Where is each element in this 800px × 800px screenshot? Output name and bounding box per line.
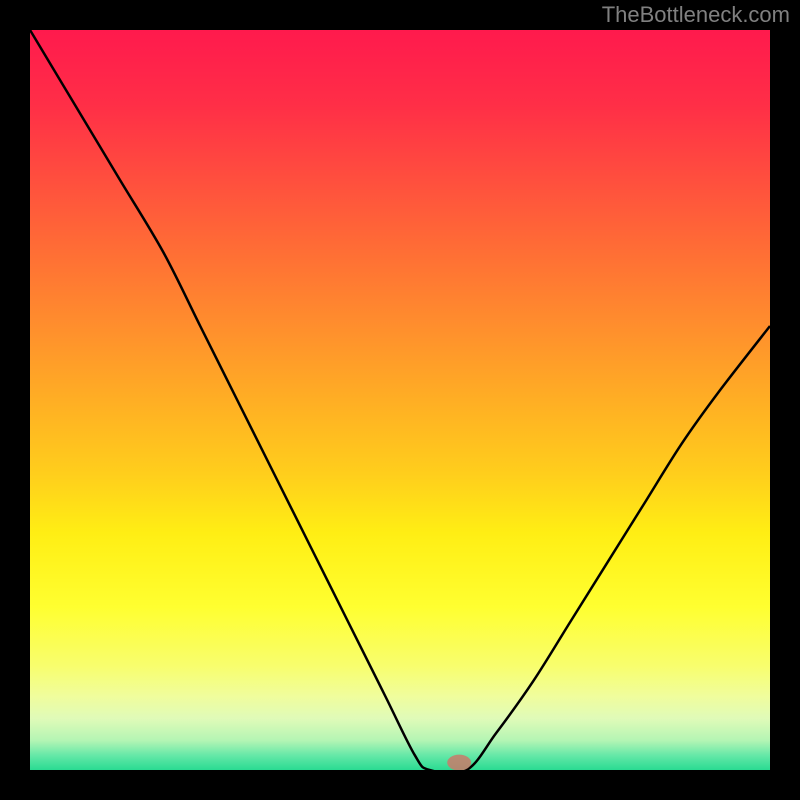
- bottleneck-chart: [30, 30, 770, 770]
- watermark-text: TheBottleneck.com: [602, 2, 790, 28]
- optimal-point-marker: [447, 755, 471, 770]
- chart-background: [30, 30, 770, 770]
- chart-svg: [30, 30, 770, 770]
